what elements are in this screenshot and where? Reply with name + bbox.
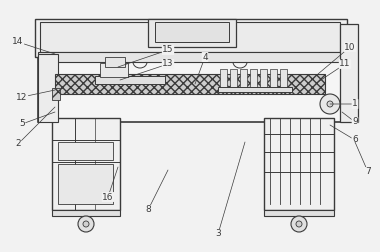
Bar — [105, 57, 125, 67]
Bar — [40, 22, 340, 52]
Circle shape — [296, 221, 302, 227]
Text: 6: 6 — [330, 125, 358, 144]
Text: 9: 9 — [342, 112, 358, 127]
Bar — [58, 164, 113, 204]
Circle shape — [83, 221, 89, 227]
Bar — [58, 142, 113, 160]
Text: 7: 7 — [355, 142, 371, 176]
Text: 10: 10 — [318, 43, 356, 74]
Text: 5: 5 — [19, 112, 55, 129]
Text: 16: 16 — [102, 167, 118, 202]
Bar — [264, 118, 334, 210]
Text: 12: 12 — [16, 90, 55, 102]
Circle shape — [291, 216, 307, 232]
Bar — [35, 19, 347, 57]
Bar — [38, 22, 343, 122]
Circle shape — [78, 216, 94, 232]
Bar — [264, 210, 334, 216]
Bar — [230, 69, 237, 89]
Bar — [340, 24, 358, 122]
Text: 1: 1 — [330, 100, 358, 109]
Bar — [52, 210, 120, 216]
Bar — [220, 69, 227, 89]
Bar — [148, 19, 236, 47]
Text: 15: 15 — [118, 46, 174, 67]
Text: 13: 13 — [120, 59, 174, 80]
Bar — [38, 54, 58, 122]
Bar — [95, 76, 165, 84]
Bar — [280, 69, 287, 89]
Text: 11: 11 — [318, 59, 351, 82]
Circle shape — [320, 94, 340, 114]
Bar — [155, 22, 229, 42]
Bar — [100, 63, 128, 77]
Bar — [218, 87, 292, 92]
Bar — [55, 74, 325, 94]
Bar — [250, 69, 257, 89]
Text: 14: 14 — [12, 38, 55, 54]
Bar — [260, 69, 267, 89]
Circle shape — [327, 101, 333, 107]
Bar — [52, 88, 60, 100]
Bar — [270, 69, 277, 89]
Text: 4: 4 — [195, 52, 208, 84]
Text: 8: 8 — [145, 170, 168, 214]
Bar — [240, 69, 247, 89]
Bar — [52, 118, 120, 210]
Text: 2: 2 — [15, 107, 55, 148]
Text: 3: 3 — [215, 142, 245, 238]
Bar — [38, 52, 343, 62]
